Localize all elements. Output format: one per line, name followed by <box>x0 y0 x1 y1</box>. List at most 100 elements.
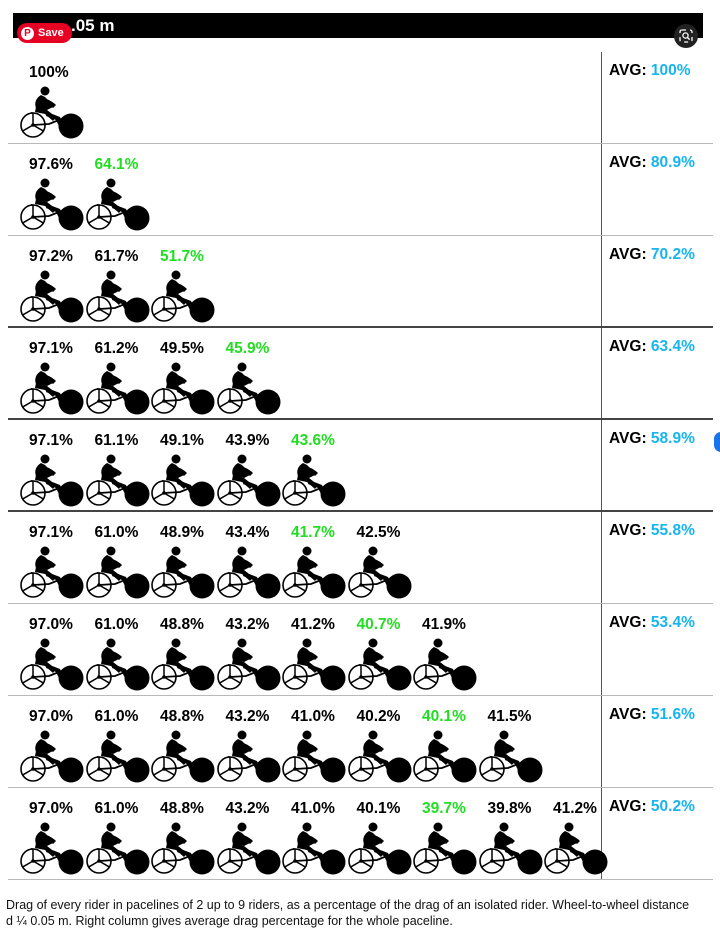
cyclist-icon <box>20 270 84 323</box>
average-drag: AVG: 50.2% <box>609 798 695 816</box>
drag-percentage: 48.8% <box>160 616 204 633</box>
cyclist-icon <box>216 730 280 783</box>
drag-percentage: 61.0% <box>94 524 139 541</box>
average-drag: AVG: 53.4% <box>609 614 695 632</box>
drag-percentage: 43.6% <box>291 432 335 449</box>
cyclist-icon <box>282 730 346 783</box>
cyclist-icon <box>20 178 84 231</box>
drag-percentage: 97.1% <box>29 432 73 449</box>
cyclist-icon <box>151 270 215 323</box>
cyclist-icon <box>347 638 411 691</box>
cyclist-icon <box>151 822 215 875</box>
cyclist-icon <box>85 730 149 783</box>
cyclist-icon <box>85 362 149 415</box>
drag-percentage: 41.2% <box>553 800 597 817</box>
drag-percentage: 40.1% <box>422 708 466 725</box>
cyclist-icon <box>282 546 346 599</box>
average-drag: AVG: 63.4% <box>609 338 695 356</box>
average-label: AVG: <box>609 246 647 263</box>
cyclist-icon <box>347 546 411 599</box>
figure-header-title: .05 m <box>71 16 115 35</box>
drag-percentage: 43.2% <box>225 708 270 725</box>
drag-percentage: 41.5% <box>487 708 532 725</box>
drag-percentage: 43.4% <box>225 524 270 541</box>
average-value: 80.9% <box>650 154 695 171</box>
pinterest-save-button[interactable]: P Save <box>17 23 72 43</box>
average-label: AVG: <box>609 798 647 815</box>
average-value: 55.8% <box>650 522 695 539</box>
average-drag: AVG: 70.2% <box>609 246 695 264</box>
drag-percentage: 97.0% <box>29 800 73 817</box>
scroll-indicator[interactable] <box>714 432 720 452</box>
drag-percentage: 39.8% <box>487 800 532 817</box>
cyclist-icon <box>151 546 215 599</box>
paceline-row: 97.1% 61.0% 48.9% <box>8 512 713 604</box>
average-label: AVG: <box>609 614 647 631</box>
drag-percentage: 43.9% <box>225 432 270 449</box>
cyclist-icon <box>20 822 84 875</box>
drag-percentage: 41.2% <box>291 616 335 633</box>
drag-percentage: 64.1% <box>94 156 139 173</box>
drag-percentage: 49.1% <box>160 432 204 449</box>
drag-percentage: 97.2% <box>29 248 73 265</box>
cyclist-icon <box>216 638 280 691</box>
pinterest-logo-icon: P <box>21 26 34 40</box>
average-label: AVG: <box>609 338 647 355</box>
drag-percentage: 48.8% <box>160 708 204 725</box>
cyclist-icon <box>151 730 215 783</box>
average-value: 58.9% <box>650 430 695 447</box>
cyclist-icon <box>85 178 149 231</box>
average-drag: AVG: 51.6% <box>609 706 695 724</box>
drag-percentage: 45.9% <box>225 340 270 357</box>
cyclist-icon <box>347 730 411 783</box>
drag-percentage: 41.9% <box>422 616 466 633</box>
drag-percentage: 97.0% <box>29 616 73 633</box>
cyclist-icon <box>216 822 280 875</box>
cyclist-icon <box>347 822 411 875</box>
average-drag: AVG: 80.9% <box>609 154 695 172</box>
cyclist-icon <box>85 454 149 507</box>
drag-percentage: 43.2% <box>225 616 270 633</box>
average-label: AVG: <box>609 706 647 723</box>
cyclist-icon <box>216 362 280 415</box>
save-button-label: Save <box>38 27 64 39</box>
cyclist-icon <box>151 362 215 415</box>
drag-percentage: 48.9% <box>160 524 204 541</box>
drag-percentage: 61.0% <box>94 616 139 633</box>
paceline-row: 97.1% 61.1% 49.1% <box>8 420 713 512</box>
average-label: AVG: <box>609 62 647 79</box>
drag-percentage: 42.5% <box>356 524 401 541</box>
paceline-row: 97.1% 61.2% 49.5% <box>8 328 713 420</box>
average-value: 70.2% <box>650 246 695 263</box>
avg-column-divider <box>601 52 602 880</box>
paceline-row: 100% AVG: 100% <box>8 52 713 144</box>
drag-percentage: 41.0% <box>291 800 335 817</box>
drag-percentage: 97.1% <box>29 524 73 541</box>
cyclist-icon <box>85 546 149 599</box>
paceline-row: 97.6% 64.1% AVG: 80.9% <box>8 144 713 236</box>
drag-percentage: 49.5% <box>160 340 204 357</box>
cyclist-icon <box>413 730 477 783</box>
average-value: 50.2% <box>650 798 695 815</box>
drag-percentage: 61.1% <box>94 432 139 449</box>
cyclist-icon <box>20 454 84 507</box>
cyclist-icon <box>413 638 477 691</box>
paceline-row: 97.0% 61.0% 48.8% <box>8 604 713 696</box>
visual-search-button[interactable] <box>674 24 698 48</box>
average-value: 53.4% <box>650 614 695 631</box>
paceline-row: 97.2% 61.7% 51.7% <box>8 236 713 328</box>
drag-percentage: 51.7% <box>160 248 204 265</box>
drag-percentage: 100% <box>29 64 69 81</box>
average-label: AVG: <box>609 522 647 539</box>
drag-percentage: 40.1% <box>356 800 401 817</box>
cyclist-icon <box>20 546 84 599</box>
average-value: 51.6% <box>650 706 695 723</box>
figure-caption: Drag of every rider in pacelines of 2 up… <box>6 898 690 928</box>
drag-percentage: 61.7% <box>94 248 139 265</box>
drag-table: 100% AVG: 100% 97.6% 64.1% <box>8 52 713 880</box>
cyclist-icon <box>478 822 542 875</box>
average-value: 100% <box>650 62 691 79</box>
drag-percentage: 61.0% <box>94 800 139 817</box>
cyclist-icon <box>20 86 84 139</box>
drag-percentage: 39.7% <box>422 800 466 817</box>
